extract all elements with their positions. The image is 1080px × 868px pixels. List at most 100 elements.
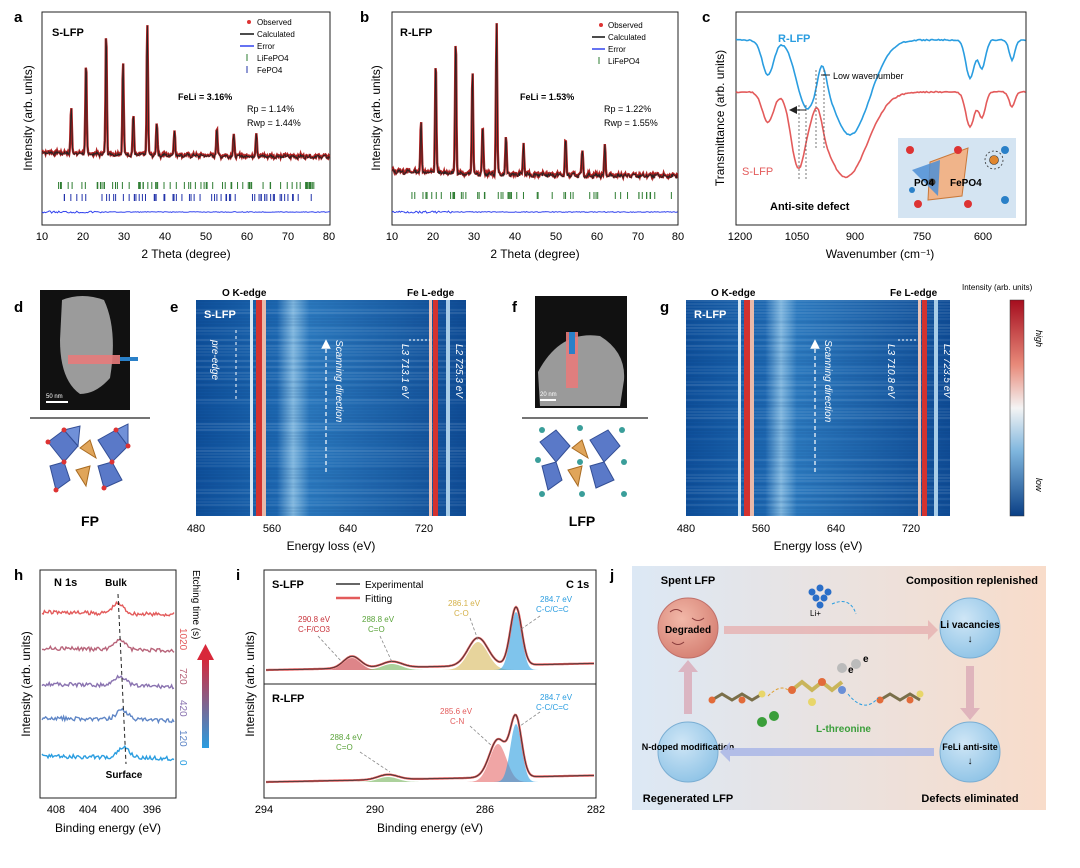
x-axis: 1200 1050 900 750 600 Wavenumber (cm⁻¹) [728, 231, 992, 261]
peak-label: 284.7 eV [540, 595, 573, 604]
x-tick: 396 [143, 804, 161, 816]
particle [538, 335, 625, 406]
panel-f: f 20 nm LFP [512, 296, 648, 529]
scan-line [68, 355, 120, 364]
top-arrow [724, 620, 938, 640]
x-tick: 600 [974, 231, 992, 243]
o-edge-label: O K-edge [222, 288, 267, 299]
eels-map [196, 300, 466, 516]
etch-time: 420 [177, 700, 188, 717]
lfp-caption: LFP [569, 513, 595, 529]
x-tick: 40 [159, 231, 171, 243]
plot-frame [735, 11, 1027, 226]
molecule-models [708, 678, 924, 706]
x-tick: 80 [323, 231, 335, 243]
etch-axis-label: Etching time (s) [190, 570, 201, 639]
lifepo4-reflection-ticks [411, 192, 672, 199]
x-tick: 900 [846, 231, 864, 243]
fe-l2-line [934, 300, 938, 516]
x-tick: 750 [913, 231, 931, 243]
s-lfp-peak-labels: 290.8 eV C-F/CO3 288.8 eV C=O 286.1 eV C… [298, 595, 573, 634]
n1s-spectrum [41, 637, 175, 654]
peak-leader [317, 635, 343, 663]
fit-component [462, 744, 534, 782]
plot-frame [391, 11, 679, 226]
o-edge-label: O K-edge [711, 288, 756, 299]
x-axis-label: Wavenumber (cm⁻¹) [826, 247, 935, 261]
legend-fepo4: FePO4 [257, 66, 283, 75]
surface-label: Surface [106, 770, 143, 781]
etch-time: 0 [177, 760, 188, 766]
n1s-spectrum [41, 707, 175, 725]
rwp-value: Rwp = 1.44% [247, 118, 301, 128]
fitting-envelope [266, 713, 595, 784]
legend-experimental: Experimental [365, 580, 423, 591]
fit-component [350, 664, 434, 670]
y-axis-label: Intensity (arb. units) [19, 631, 33, 736]
sample-label: S-LFP [52, 27, 84, 39]
fit-component [492, 724, 540, 782]
peak-label: C-C/C=C [536, 605, 569, 614]
peak-label: 286.1 eV [448, 599, 481, 608]
x-axis-label: 2 Theta (degree) [490, 247, 579, 261]
peak-label: 288.4 eV [330, 733, 363, 742]
right-arrow [960, 666, 980, 720]
li-cluster [808, 584, 832, 609]
panel-b: b R-LFP Observed Calculated Error LiFePO… [360, 9, 684, 261]
eels-noise [196, 300, 466, 515]
x-tick: 40 [509, 231, 521, 243]
fe-edge-label: Fe L-edge [407, 288, 455, 299]
li-transfer-arrow [831, 601, 857, 615]
li-vacancies-particle [939, 597, 1001, 659]
peak-leader [519, 711, 541, 727]
x-tick: 560 [752, 523, 770, 535]
panel-letter: a [14, 9, 23, 26]
x-tick: 70 [632, 231, 644, 243]
legend-error: Error [608, 45, 626, 54]
pre-edge-label: pre-edge [209, 339, 220, 380]
degraded-label: Degraded [665, 625, 711, 636]
l2-label: L2 723.5 eV [941, 344, 952, 399]
n-atom [769, 711, 779, 721]
sample-label: R-LFP [400, 27, 432, 39]
x-tick: 60 [241, 231, 253, 243]
rwp-value: Rwp = 1.55% [604, 118, 658, 128]
etch-arrow-head [197, 644, 214, 660]
n1s-spectrum [41, 600, 175, 618]
x-axis-label: Binding energy (eV) [55, 821, 161, 835]
peak-leader [519, 615, 541, 631]
scale-label: 50 nm [46, 394, 63, 400]
legend: Observed Calculated Error LiFePO4 FePO4 [240, 18, 295, 75]
x-axis-label: Binding energy (eV) [377, 821, 483, 835]
fit-component [436, 642, 520, 670]
bottom-arrow [720, 742, 934, 762]
panel-letter: j [609, 567, 614, 584]
x-tick: 290 [366, 804, 384, 816]
legend-lifepo4: LiFePO4 [608, 57, 640, 66]
x-tick: 480 [187, 523, 205, 535]
low-wavenumber-annotation: Low wavenumber [833, 71, 904, 81]
error-curve [391, 210, 678, 214]
fe-edge-label: Fe L-edge [890, 288, 938, 299]
x-axis-label: Energy loss (eV) [287, 539, 376, 553]
r-lfp-label: R-LFP [272, 693, 304, 705]
x-tick: 404 [79, 804, 97, 816]
l-threonine-label: L-threonine [816, 724, 871, 735]
x-tick: 1050 [785, 231, 809, 243]
feli-particle [939, 721, 1001, 783]
feli-label: FeLi anti-site [942, 742, 998, 752]
colorbar-low: low [1034, 478, 1044, 492]
fe-li-value: FeLi = 3.16% [178, 92, 232, 102]
legend: Observed Calculated Error LiFePO4 [592, 21, 646, 66]
x-tick: 30 [468, 231, 480, 243]
down-arrow: ↓ [968, 756, 973, 767]
x-tick: 60 [591, 231, 603, 243]
error-curve [41, 210, 330, 214]
y-axis-label: Transmittance (arb. units) [713, 50, 727, 186]
fp-crystal-structure [45, 423, 131, 493]
fe-l3-line [922, 300, 927, 516]
s-lfp-spectrum [735, 90, 1026, 179]
c1s-spectra [266, 605, 595, 784]
s-lfp-label: S-LFP [742, 166, 773, 178]
